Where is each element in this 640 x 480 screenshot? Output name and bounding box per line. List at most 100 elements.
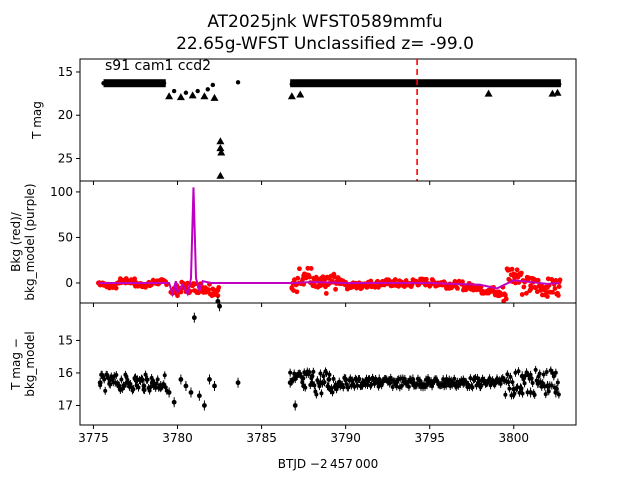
flux-point: [205, 87, 210, 92]
diff-point: [321, 374, 326, 379]
diff-point: [494, 377, 500, 382]
panel-bottom-ylabel-line1: T mag −: [9, 338, 23, 391]
diff-point: [334, 383, 340, 389]
diff-point: [410, 377, 416, 382]
chart-title-line1: AT2025jnk WFST0589mmfu: [207, 12, 442, 32]
flux-point-band: [103, 79, 166, 88]
diff-point: [519, 386, 524, 391]
x-tick-label: 3780: [162, 431, 193, 445]
diff-point: [553, 390, 559, 395]
y-tick-label: 100: [50, 185, 73, 199]
panel-middle-background: 0 50 100 Bkg (red)/ bkg_model (purple): [9, 180, 577, 304]
diff-point: [360, 380, 365, 386]
bkg-point: [107, 283, 113, 289]
bkg-point: [519, 292, 525, 297]
diff-point: [520, 391, 525, 396]
diff-point: [545, 383, 550, 389]
x-tick-label: 3785: [246, 431, 277, 445]
diff-point: [292, 403, 298, 408]
bkg-point: [514, 267, 520, 273]
diff-point: [148, 384, 153, 389]
x-tick-label: 3775: [78, 431, 109, 445]
bkg-point: [178, 289, 184, 295]
bkg-point: [301, 273, 307, 279]
diff-point: [549, 383, 554, 388]
diff-point: [555, 380, 560, 385]
bkg-point: [215, 293, 221, 299]
bkg-point: [308, 266, 314, 271]
panel-middle-ylabel-line2: bkg_model (purple): [23, 183, 37, 300]
panel-bottom-ylabel-line2: bkg_model: [23, 331, 37, 397]
diff-point: [487, 376, 492, 381]
diff-point: [324, 370, 329, 375]
diff-point: [287, 380, 293, 386]
diff-point: [528, 390, 534, 395]
diff-point: [145, 377, 150, 382]
panel-bottom-marks: [97, 296, 561, 411]
diff-point: [551, 374, 556, 379]
diff-point: [387, 381, 392, 386]
diff-point: [503, 392, 508, 397]
bkg-point: [557, 277, 563, 283]
y-tick-label: 15: [58, 65, 73, 79]
diff-point: [202, 403, 207, 408]
bkg-point: [460, 279, 465, 285]
upper-limit-triangle: [216, 171, 225, 179]
diff-point: [533, 367, 538, 372]
diff-point: [427, 380, 433, 386]
diff-point: [343, 377, 349, 382]
x-tick-label: 3795: [414, 431, 445, 445]
bkg-point: [289, 285, 295, 290]
flux-point: [210, 82, 216, 88]
diff-point: [541, 372, 546, 377]
diff-point: [140, 377, 145, 382]
diff-point: [553, 370, 558, 375]
diff-point: [131, 387, 136, 392]
flux-point: [195, 88, 200, 94]
diff-point: [162, 373, 167, 378]
diff-point: [543, 392, 548, 397]
diff-point: [537, 371, 542, 376]
upper-limit-triangle: [188, 91, 197, 99]
diff-point: [301, 383, 307, 389]
bkg-point: [556, 284, 562, 290]
diff-point: [188, 390, 194, 395]
diff-point: [183, 383, 189, 389]
bkg-point: [545, 294, 550, 299]
diff-point: [178, 377, 184, 382]
bkg-point: [206, 287, 212, 293]
diff-point: [102, 377, 107, 382]
diff-point: [506, 380, 511, 385]
diff-point: [441, 377, 446, 382]
diff-point: [212, 383, 217, 389]
diff-point: [207, 377, 212, 382]
diff-point: [548, 368, 553, 373]
x-axis-ticks: 3775 3780 3785 3790 3795 3800: [78, 181, 529, 445]
diff-point: [376, 377, 382, 382]
panel-middle-marks: [96, 187, 563, 304]
diff-point: [103, 388, 108, 393]
diff-point: [477, 383, 483, 389]
diff-point: [507, 386, 512, 391]
diff-point: [510, 380, 515, 385]
diff-point: [365, 382, 370, 387]
bkg-point: [545, 285, 550, 290]
chart-title-line2: 22.65g-WFST Unclassified z= -99.0: [176, 34, 474, 54]
panel-top-y-ticks: 15 20 25: [58, 65, 80, 166]
y-tick-label: 16: [58, 366, 73, 380]
bkg-point: [132, 276, 138, 282]
y-tick-label: 17: [58, 398, 73, 412]
diff-point: [474, 383, 479, 388]
bkg-point: [503, 296, 509, 302]
diff-point: [515, 385, 520, 390]
diff-point: [114, 373, 119, 378]
upper-limit-triangle: [200, 92, 209, 100]
bkg-point: [518, 270, 524, 276]
upper-limit-triangle: [216, 137, 225, 145]
diff-point: [235, 380, 241, 386]
diff-point: [393, 380, 399, 386]
diff-point: [505, 372, 510, 377]
diff-point: [107, 377, 113, 382]
upper-limit-triangle: [484, 89, 493, 97]
